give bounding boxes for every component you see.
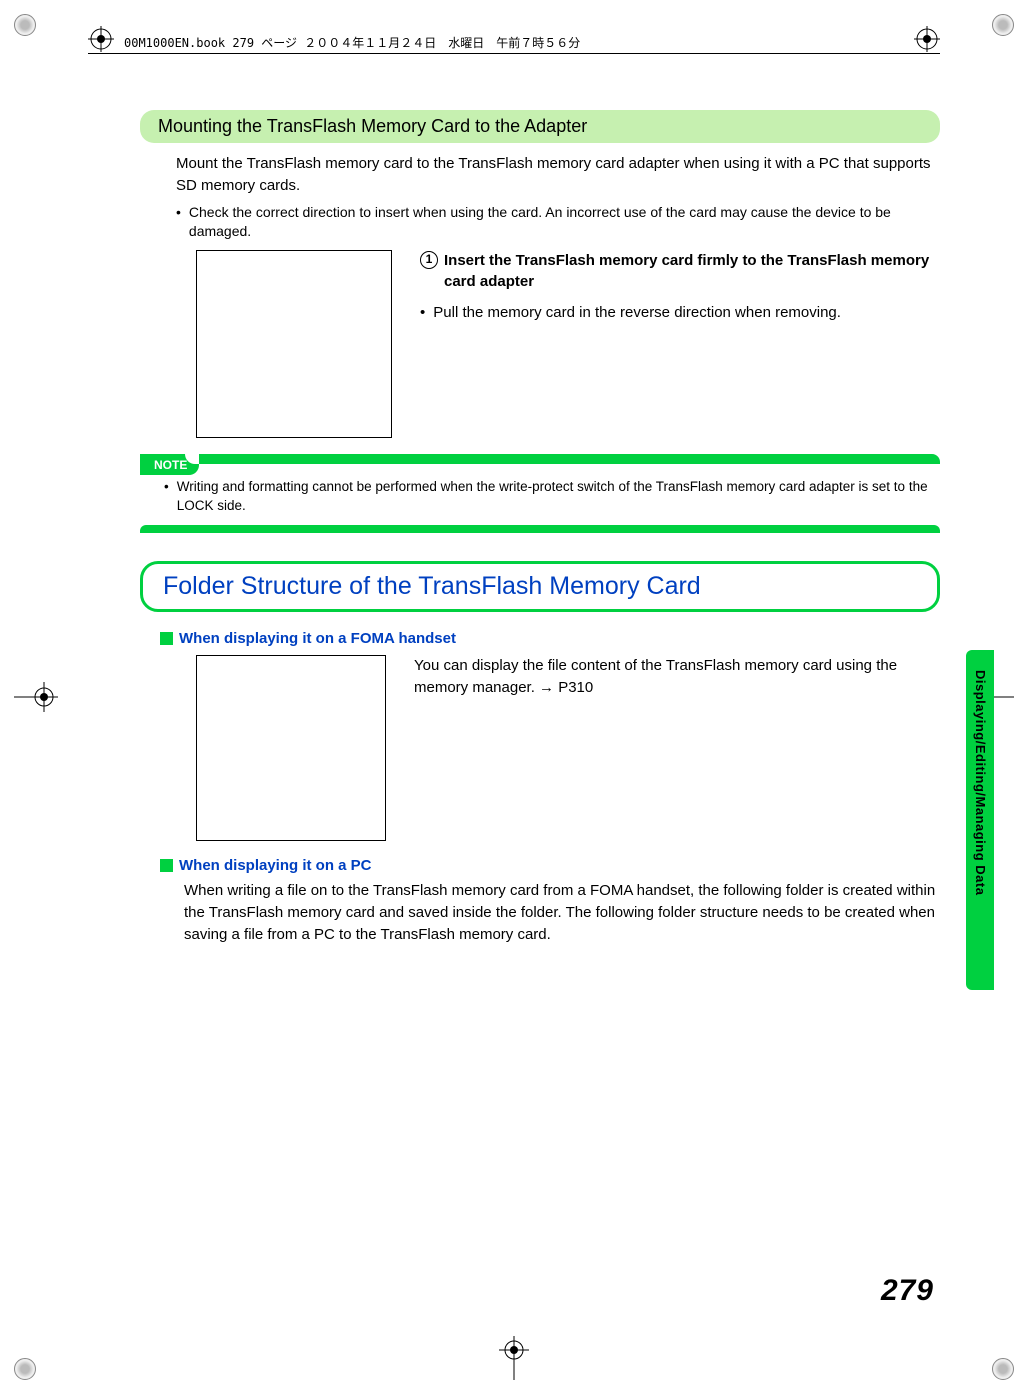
step1-sub-text: Pull the memory card in the reverse dire…	[433, 302, 841, 323]
figure-placeholder-2	[196, 655, 386, 841]
step-number: 1	[426, 251, 433, 268]
bullet-dot-icon: •	[176, 203, 181, 242]
page-content: Mounting the TransFlash Memory Card to t…	[140, 110, 940, 1306]
square-bullet-icon	[160, 632, 173, 645]
bullet-dot-icon: •	[420, 302, 425, 323]
sub1-heading: When displaying it on a FOMA handset	[160, 630, 940, 647]
header-text: 00M1000EN.book 279 ページ ２００４年１１月２４日 水曜日 午…	[124, 34, 580, 51]
sub1-text: You can display the file content of the …	[414, 655, 940, 699]
crop-mark-tl	[14, 14, 36, 36]
note-top-bar	[199, 454, 940, 464]
bullet-dot-icon: •	[164, 478, 169, 516]
crop-mark-bl	[14, 1358, 36, 1380]
sub1-title: When displaying it on a FOMA handset	[179, 630, 456, 647]
section2-title: Folder Structure of the TransFlash Memor…	[163, 572, 917, 601]
sub1-figure-row: You can display the file content of the …	[196, 655, 940, 841]
page-number: 279	[881, 1274, 934, 1308]
step1: 1 Insert the TransFlash memory card firm…	[420, 250, 940, 292]
note-text: Writing and formatting cannot be perform…	[177, 478, 930, 516]
section1-intro: Mount the TransFlash memory card to the …	[176, 153, 940, 197]
square-bullet-icon	[160, 859, 173, 872]
registration-mark-bottom	[499, 1336, 529, 1380]
step1-text: Insert the TransFlash memory card firmly…	[444, 250, 940, 292]
section1-title-pill: Mounting the TransFlash Memory Card to t…	[140, 110, 940, 143]
section1-title: Mounting the TransFlash Memory Card to t…	[158, 116, 587, 136]
note-body: • Writing and formatting cannot be perfo…	[140, 464, 940, 526]
section-tab-label: Displaying/Editing/Managing Data	[973, 670, 988, 895]
note-label: NOTE	[140, 455, 199, 475]
section1-figure-row: 1 Insert the TransFlash memory card firm…	[196, 250, 940, 438]
crop-mark-tr	[992, 14, 1014, 36]
sub2-text: When writing a file on to the TransFlash…	[184, 880, 940, 945]
section1-bullet-text: Check the correct direction to insert wh…	[189, 203, 940, 242]
crop-mark-br	[992, 1358, 1014, 1380]
note-bottom-bar	[140, 525, 940, 533]
section1-bullet: • Check the correct direction to insert …	[176, 203, 940, 242]
step1-sub: • Pull the memory card in the reverse di…	[420, 302, 940, 323]
figure-placeholder-1	[196, 250, 392, 438]
section2-title-wrap: Folder Structure of the TransFlash Memor…	[140, 561, 940, 612]
registration-mark-left	[14, 682, 58, 712]
sub2-heading: When displaying it on a PC	[160, 857, 940, 874]
print-header: 00M1000EN.book 279 ページ ２００４年１１月２４日 水曜日 午…	[88, 32, 940, 54]
sub2-title: When displaying it on a PC	[179, 857, 372, 874]
note-block: NOTE • Writing and formatting cannot be …	[140, 454, 940, 534]
step-number-icon: 1	[420, 251, 438, 269]
